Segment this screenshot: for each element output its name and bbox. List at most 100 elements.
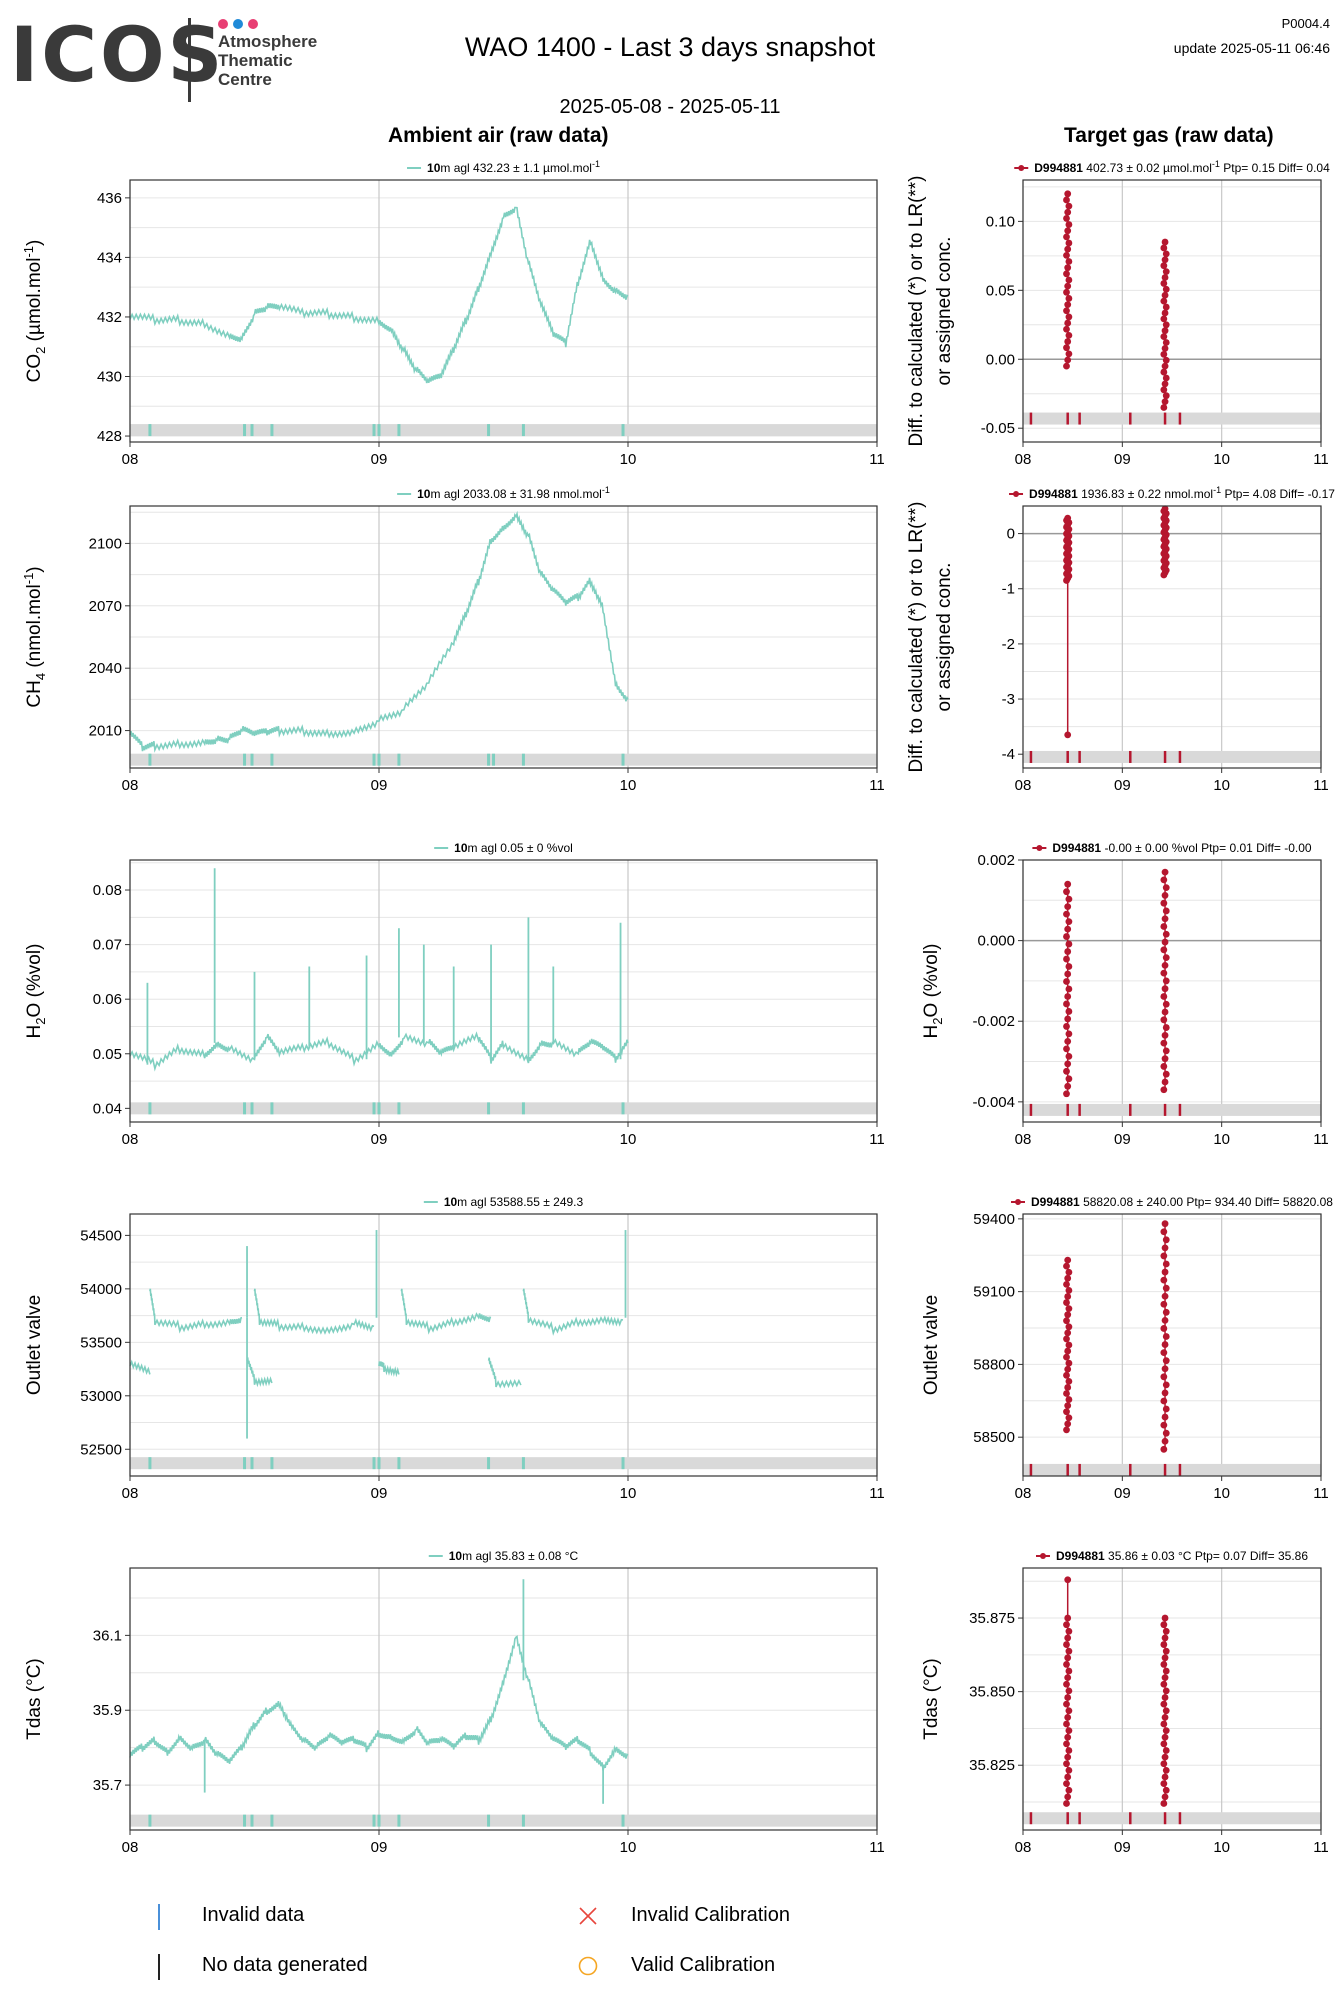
series-line xyxy=(378,1361,400,1378)
label-part: m agl 35.83 ± 0.08 °C xyxy=(462,1549,578,1563)
legend-label: Invalid Calibration xyxy=(631,1904,790,1926)
series-legend-text: 10m agl 2033.08 ± 31.98 nmol.mol-1 xyxy=(417,485,610,501)
data-point xyxy=(1064,1420,1072,1428)
label-part: 10 xyxy=(427,161,441,175)
data-point xyxy=(1065,1727,1073,1735)
data-point xyxy=(1162,321,1170,329)
data-point xyxy=(1161,1365,1169,1373)
label-part: 1936.83 ± 0.22 nmol.mol xyxy=(1078,487,1213,501)
data-point xyxy=(1162,1236,1170,1244)
data-point xyxy=(1063,1023,1070,1030)
data-point xyxy=(1064,190,1072,198)
status-band xyxy=(130,1102,877,1115)
update-timestamp: update 2025-05-11 06:46 xyxy=(1173,40,1330,56)
y-tick-label: 0.07 xyxy=(93,937,122,954)
data-point xyxy=(1162,1333,1170,1340)
series-line xyxy=(129,1635,629,1771)
y-axis-label: Tdas (°C) xyxy=(24,1658,45,1740)
chart-ch4-target: -4 -3 -2 -1 0 08 09 10 11 Diff. to calculated (*)… xyxy=(906,485,1335,794)
data-point xyxy=(1065,1747,1073,1754)
x-tick-label: 10 xyxy=(1213,777,1230,794)
plot-frame xyxy=(1022,179,1322,443)
label-part: m agl 2033.08 ± 31.98 nmol.mol xyxy=(430,487,601,501)
plot-frame xyxy=(1022,505,1322,769)
label-part: -1 xyxy=(21,573,36,585)
data-point xyxy=(1063,344,1070,352)
data-point xyxy=(1063,933,1070,940)
data-point xyxy=(1065,1359,1073,1367)
data-point xyxy=(1064,731,1072,739)
data-point xyxy=(1064,1576,1072,1584)
series-line xyxy=(400,1288,492,1335)
data-point xyxy=(1160,244,1168,252)
logo-dot xyxy=(218,19,228,29)
data-point xyxy=(1162,374,1170,382)
data-point xyxy=(1160,1086,1168,1094)
label-part: ) xyxy=(24,566,45,572)
data-point xyxy=(1162,1667,1170,1675)
y-tick-label: 2010 xyxy=(89,723,122,740)
y-tick-label: 53000 xyxy=(80,1388,122,1405)
x-tick-label: 08 xyxy=(122,451,139,468)
y-tick-label: 436 xyxy=(97,190,122,207)
data-point xyxy=(1162,1381,1170,1389)
data-point xyxy=(1064,1793,1072,1801)
series-legend: D994881 58820.08 ± 240.00 Ptp= 934.40 Di… xyxy=(1011,1195,1333,1209)
series-legend-text: 10m agl 35.83 ± 0.08 °C xyxy=(449,1549,579,1563)
x-tick-label: 08 xyxy=(1015,451,1032,468)
data-point xyxy=(1065,1268,1073,1276)
data-point xyxy=(1064,1402,1072,1410)
data-point xyxy=(1161,1654,1169,1662)
data-point xyxy=(1160,1720,1168,1728)
data-point xyxy=(1160,1740,1168,1748)
data-point xyxy=(1160,1445,1168,1453)
y-tick-label: 0.08 xyxy=(93,882,122,899)
series-legend: D994881 35.86 ± 0.03 °C Ptp= 0.07 Diff= … xyxy=(1035,1549,1308,1563)
data-point xyxy=(1064,1733,1072,1741)
data-point xyxy=(1065,350,1073,358)
data-point xyxy=(1064,264,1072,272)
data-point xyxy=(1161,915,1169,923)
data-point xyxy=(1063,1760,1070,1768)
data-point xyxy=(1065,1323,1073,1331)
data-point xyxy=(1161,1634,1169,1642)
y-tick-label: 430 xyxy=(97,369,122,386)
y-tick-label: 2100 xyxy=(89,535,122,552)
chart-tdas-target: 35.825 35.850 35.875 08 09 10 11 Tdas (°C) D9948… xyxy=(921,1549,1329,1856)
data-point xyxy=(1162,1766,1170,1774)
logo-dots xyxy=(218,16,263,29)
y-axis-label: H2O (%vol) xyxy=(24,944,48,1039)
data-point xyxy=(1162,1308,1170,1316)
series-legend-text: 10m agl 53588.55 ± 249.3 xyxy=(444,1195,584,1209)
label-part: CO xyxy=(24,354,45,383)
data-point xyxy=(1161,274,1169,281)
data-point xyxy=(1160,297,1168,305)
data-point xyxy=(1064,356,1072,364)
y-tick-label: 58500 xyxy=(973,1429,1015,1446)
y-tick-label: 0.05 xyxy=(93,1046,122,1063)
x-tick-label: 08 xyxy=(122,1839,139,1856)
series-line xyxy=(253,1288,375,1335)
data-point xyxy=(1162,1707,1170,1715)
y-tick-label: 35.9 xyxy=(93,1702,122,1719)
data-point xyxy=(1063,196,1070,204)
data-point xyxy=(1162,930,1170,938)
data-point xyxy=(1160,1228,1168,1236)
label-part: Outlet valve xyxy=(24,1295,45,1395)
x-tick-label: 10 xyxy=(620,451,637,468)
label-part: O (%vol) xyxy=(921,944,942,1018)
data-point xyxy=(1063,1335,1070,1343)
data-point xyxy=(1160,1300,1168,1308)
data-point xyxy=(1162,1647,1170,1655)
data-point xyxy=(1161,291,1169,299)
legend-swatch-point xyxy=(1015,1199,1022,1205)
data-point xyxy=(1063,251,1070,259)
chart-h2o-target: -0.004 -0.002 0.000 0.002 08 09 10 11 H2O (%vol)… xyxy=(921,841,1329,1148)
data-point xyxy=(1065,918,1073,926)
data-point xyxy=(1160,1397,1168,1405)
data-point xyxy=(1065,1766,1073,1774)
data-point xyxy=(1160,1325,1168,1332)
data-point xyxy=(1161,380,1169,388)
series-legend-text: 10m agl 0.05 ± 0 %vol xyxy=(454,841,573,855)
